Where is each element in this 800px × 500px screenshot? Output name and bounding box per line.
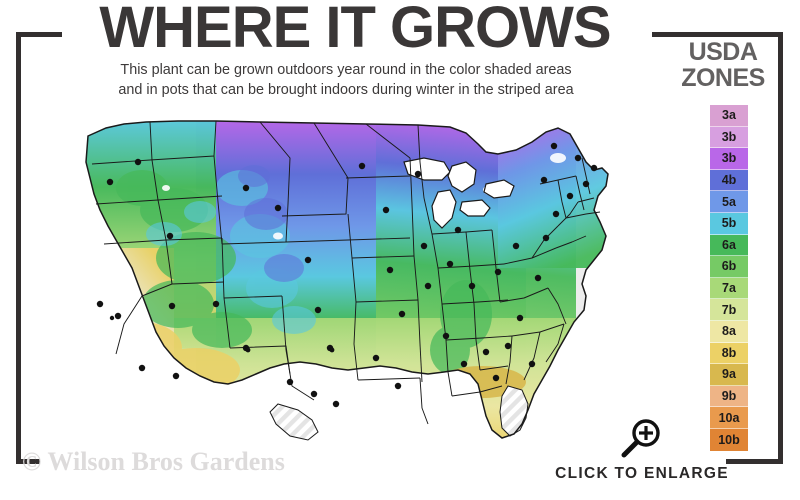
legend-zone-3b-1[interactable]: 3b [710, 126, 748, 149]
legend-zone-9b[interactable]: 9b [710, 385, 748, 408]
click-to-enlarge-label[interactable]: CLICK TO ENLARGE [555, 465, 729, 482]
legend-heading-line-1: USDA [688, 38, 758, 66]
legend-zone-9a[interactable]: 9a [710, 364, 748, 386]
legend-heading-line-2: ZONES [681, 63, 765, 92]
legend-zone-6a[interactable]: 6a [710, 234, 748, 257]
city-dots [96, 142, 598, 408]
subtitle: This plant can be grown outdoors year ro… [40, 60, 652, 101]
legend-zone-10a[interactable]: 10a [710, 407, 748, 429]
legend-heading: USDA ZONES [668, 38, 778, 92]
legend-zone-6b[interactable]: 6b [710, 256, 748, 278]
frame-right-edge [778, 32, 783, 464]
legend-zone-8a[interactable]: 8a [710, 320, 748, 343]
frame-bottom-right-edge [726, 459, 783, 464]
frame-bottom-left-edge [16, 459, 40, 464]
legend-zone-4b[interactable]: 4b [710, 169, 748, 192]
legend-zone-5a[interactable]: 5a [710, 191, 748, 213]
mountain-cool-patches [116, 170, 492, 374]
legend-zone-10b[interactable]: 10b [710, 428, 748, 451]
magnifier-plus-icon[interactable] [620, 418, 664, 458]
striped-indoor-areas [269, 385, 529, 441]
map-graphic [46, 118, 646, 448]
legend-zone-3b-2[interactable]: 3b [710, 148, 748, 170]
legend-zone-3a[interactable]: 3a [710, 105, 748, 127]
magnifier-svg [621, 419, 660, 458]
legend-zone-8b[interactable]: 8b [710, 342, 748, 365]
state-borders [91, 120, 601, 425]
frame-top-right-edge [652, 32, 783, 37]
subtitle-line-1: This plant can be grown outdoors year ro… [120, 62, 572, 78]
legend-zone-7a[interactable]: 7a [710, 277, 748, 300]
legend-zone-list: 3a 3b 3b 4b 5a 5b 6a 6b 7a 7b 8a 8b 9a 9b 10a 10b [710, 105, 748, 451]
national-outline [85, 120, 609, 439]
frame-top-left-edge [16, 32, 62, 37]
page-title: WHERE IT GROWS [99, 0, 611, 60]
hardiness-zone-map[interactable] [46, 118, 646, 448]
subtitle-line-2: and in pots that can be brought indoors … [118, 82, 574, 99]
frame-left-edge [16, 32, 21, 464]
legend-zone-5b[interactable]: 5b [710, 212, 748, 235]
legend-zone-7b[interactable]: 7b [710, 299, 748, 321]
copyright-watermark: © Wilson Bros Gardens [22, 447, 285, 476]
